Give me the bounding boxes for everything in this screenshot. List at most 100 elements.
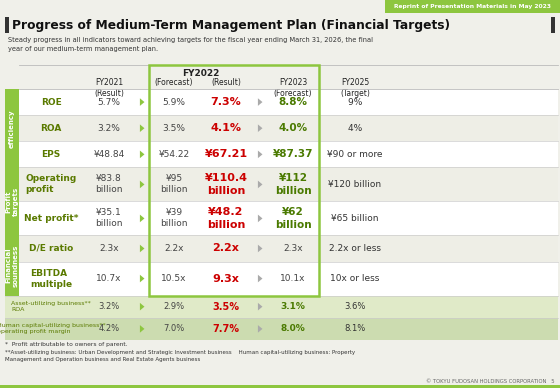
Bar bbox=[19, 65, 558, 89]
Text: 4.2%: 4.2% bbox=[99, 324, 120, 333]
Text: Reprint of Presentation Materials in May 2023: Reprint of Presentation Materials in May… bbox=[394, 4, 552, 9]
Text: ¥48.84: ¥48.84 bbox=[94, 150, 125, 159]
Text: 5.7%: 5.7% bbox=[97, 97, 120, 107]
Text: 2.3x: 2.3x bbox=[283, 244, 303, 253]
Text: FY2025
(Target): FY2025 (Target) bbox=[340, 78, 370, 98]
Polygon shape bbox=[258, 181, 263, 188]
Polygon shape bbox=[258, 325, 263, 333]
Polygon shape bbox=[258, 151, 263, 158]
Bar bbox=[19, 236, 558, 262]
Polygon shape bbox=[258, 215, 263, 222]
Text: 10.5x: 10.5x bbox=[161, 274, 186, 283]
Bar bbox=[5, 318, 558, 340]
Polygon shape bbox=[140, 245, 144, 252]
Polygon shape bbox=[140, 125, 144, 132]
Bar bbox=[5, 89, 19, 168]
Text: 4⁠%: 4⁠% bbox=[348, 124, 362, 133]
Text: efficiency: efficiency bbox=[9, 109, 15, 147]
Text: ¥39
billion: ¥39 billion bbox=[160, 208, 188, 229]
Bar bbox=[19, 168, 558, 201]
Bar bbox=[5, 236, 19, 296]
Text: Steady progress in all indicators toward achieving targets for the fiscal year e: Steady progress in all indicators toward… bbox=[8, 37, 373, 52]
Text: ¥83.8
billion: ¥83.8 billion bbox=[95, 174, 123, 194]
Text: 4.1%: 4.1% bbox=[211, 123, 241, 133]
Polygon shape bbox=[140, 325, 144, 333]
Text: 3.5%: 3.5% bbox=[162, 124, 185, 133]
Text: FY2021
(Result): FY2021 (Result) bbox=[94, 78, 124, 98]
Polygon shape bbox=[140, 151, 144, 158]
Polygon shape bbox=[140, 303, 144, 310]
Polygon shape bbox=[258, 303, 263, 310]
Text: ¥65 billion: ¥65 billion bbox=[332, 214, 379, 223]
Text: 3.2%: 3.2% bbox=[97, 124, 120, 133]
Polygon shape bbox=[258, 125, 263, 132]
Text: Profit
targets: Profit targets bbox=[5, 187, 18, 216]
Text: ¥35.1
billion: ¥35.1 billion bbox=[95, 208, 123, 229]
Bar bbox=[19, 141, 558, 168]
Text: ¥90 or more: ¥90 or more bbox=[327, 150, 382, 159]
Text: ¥110.4
billion: ¥110.4 billion bbox=[204, 173, 248, 196]
Text: EPS: EPS bbox=[41, 150, 60, 159]
Text: **Asset-utilizing business: Urban Development and Strategic Investment business : **Asset-utilizing business: Urban Develo… bbox=[5, 350, 355, 362]
Text: Net profit*: Net profit* bbox=[24, 214, 78, 223]
Text: ROA: ROA bbox=[40, 124, 62, 133]
Bar bbox=[385, 0, 560, 13]
Text: 3.1%: 3.1% bbox=[281, 302, 305, 311]
Text: 3.6%: 3.6% bbox=[344, 302, 366, 311]
Text: 8.1%: 8.1% bbox=[344, 324, 366, 333]
Text: 10.7x: 10.7x bbox=[96, 274, 122, 283]
Text: 10.1x: 10.1x bbox=[280, 274, 306, 283]
Text: 7.0%: 7.0% bbox=[164, 324, 185, 333]
Text: 7.7%: 7.7% bbox=[212, 324, 240, 334]
Text: 9⁠%: 9⁠% bbox=[348, 97, 362, 107]
Bar bbox=[19, 89, 558, 115]
Text: ¥54.22: ¥54.22 bbox=[158, 150, 190, 159]
Text: 10x or less: 10x or less bbox=[330, 274, 380, 283]
Polygon shape bbox=[258, 98, 263, 106]
Bar bbox=[0, 385, 560, 388]
Text: Asset-utilizing business**
ROA: Asset-utilizing business** ROA bbox=[11, 301, 91, 312]
Text: 2.2x: 2.2x bbox=[164, 244, 184, 253]
Bar bbox=[5, 296, 558, 318]
Text: FY2023
(Forecast): FY2023 (Forecast) bbox=[274, 78, 312, 98]
Text: EBITDA
multiple: EBITDA multiple bbox=[30, 268, 72, 289]
Text: 3.5%: 3.5% bbox=[212, 301, 240, 312]
Text: D/E ratio: D/E ratio bbox=[29, 244, 73, 253]
Text: 7.3%: 7.3% bbox=[211, 97, 241, 107]
Text: © TOKYU FUDOSAN HOLDINGS CORPORATION   5: © TOKYU FUDOSAN HOLDINGS CORPORATION 5 bbox=[426, 379, 555, 384]
Text: (Forecast): (Forecast) bbox=[155, 78, 193, 87]
Bar bbox=[19, 115, 558, 141]
Bar bbox=[5, 168, 19, 236]
Text: 3.2%: 3.2% bbox=[99, 302, 120, 311]
Polygon shape bbox=[258, 245, 263, 252]
Text: FY2022: FY2022 bbox=[183, 69, 220, 78]
Polygon shape bbox=[140, 215, 144, 222]
Text: (Result): (Result) bbox=[211, 78, 241, 87]
Text: ¥62
billion: ¥62 billion bbox=[275, 207, 311, 230]
Polygon shape bbox=[140, 98, 144, 106]
Text: 2.2x or less: 2.2x or less bbox=[329, 244, 381, 253]
Bar bbox=[19, 262, 558, 296]
Polygon shape bbox=[140, 275, 144, 282]
Text: 8.0%: 8.0% bbox=[281, 324, 305, 333]
Text: 2.2x: 2.2x bbox=[213, 244, 240, 253]
Text: 8.8%: 8.8% bbox=[278, 97, 307, 107]
Text: Progress of Medium-Term Management Plan (Financial Targets): Progress of Medium-Term Management Plan … bbox=[12, 19, 450, 31]
Text: 2.3x: 2.3x bbox=[99, 244, 119, 253]
Text: ¥87.37: ¥87.37 bbox=[273, 149, 313, 159]
Bar bbox=[551, 17, 554, 33]
Text: 2.9%: 2.9% bbox=[164, 302, 185, 311]
Text: ¥112
billion: ¥112 billion bbox=[275, 173, 311, 196]
Text: ¥95
billion: ¥95 billion bbox=[160, 174, 188, 194]
Text: ¥120 billion: ¥120 billion bbox=[328, 180, 381, 189]
Polygon shape bbox=[258, 275, 263, 282]
Bar bbox=[149, 65, 319, 296]
Text: Financial
soundness: Financial soundness bbox=[5, 244, 18, 287]
Text: *  Profit attributable to owners of parent.: * Profit attributable to owners of paren… bbox=[5, 342, 128, 347]
Text: Operating
profit: Operating profit bbox=[25, 174, 77, 194]
Text: 9.3x: 9.3x bbox=[213, 274, 240, 284]
Text: ROE: ROE bbox=[41, 97, 62, 107]
Text: ¥48.2
billion: ¥48.2 billion bbox=[207, 207, 245, 230]
Bar bbox=[5, 17, 8, 33]
Polygon shape bbox=[140, 181, 144, 188]
